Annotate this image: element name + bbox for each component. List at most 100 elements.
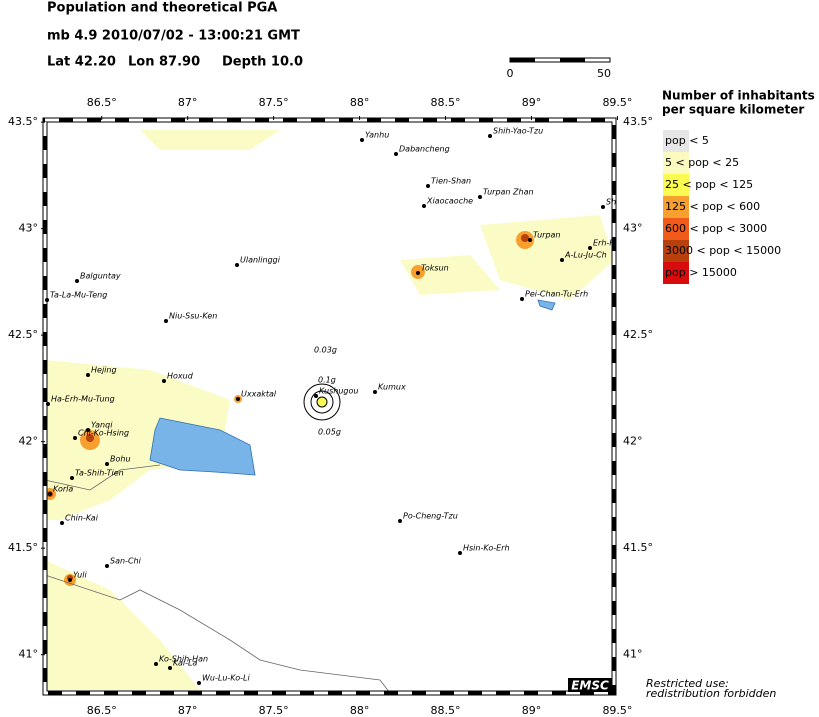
x-tick-label: 88° <box>350 704 370 717</box>
city-dot <box>588 246 592 250</box>
city-dot <box>60 521 64 525</box>
city-label: Hejing <box>91 366 117 375</box>
city-label: Uxxaktal <box>241 390 277 399</box>
city-dot <box>398 519 402 523</box>
city-dot <box>458 551 462 555</box>
legend-label: pop > 15000 <box>665 266 737 279</box>
x-tick-label: 86.5° <box>87 96 117 109</box>
y-tick-label: 41° <box>623 648 643 661</box>
city-label: Bohu <box>110 455 131 464</box>
footer: Restricted use: <box>646 677 729 690</box>
city-dot <box>154 662 158 666</box>
pga-label: 0.03g <box>314 346 337 355</box>
city-label: Ko-Shih-Han <box>159 655 208 664</box>
legend-label: 125 < pop < 600 <box>665 200 760 213</box>
legend-swatch <box>663 218 689 240</box>
city-dot <box>45 298 49 302</box>
legend-swatch <box>663 174 689 196</box>
x-tick-label: 87.5° <box>259 96 289 109</box>
city-label: Kai-La <box>173 659 197 668</box>
pga-label: 0.1g <box>318 376 336 385</box>
city-dot <box>86 428 90 432</box>
city-dot <box>68 578 72 582</box>
city-dot <box>528 238 532 242</box>
city-label: Hsin-Ko-Erh <box>463 544 510 553</box>
pga-rings <box>303 383 341 421</box>
city-dot <box>73 436 77 440</box>
legend-swatch <box>663 196 689 218</box>
city-label: Sh <box>606 198 616 207</box>
city-label: Ha-Erh-Mu-Tung <box>51 395 115 404</box>
city-label: Yanhu <box>365 131 389 140</box>
city-label: Kushugou <box>319 387 358 396</box>
city-dot <box>373 390 377 394</box>
x-tick-label: 87° <box>178 704 198 717</box>
city-dot <box>86 373 90 377</box>
y-tick-label: 43.5° <box>8 115 38 128</box>
city-dot <box>235 263 239 267</box>
city-dot <box>164 319 168 323</box>
x-tick-label: 86.5° <box>87 704 117 717</box>
city-label: Toksun <box>421 264 449 273</box>
title: Population and theoretical PGA <box>47 1 277 16</box>
city-label: Shih-Yao-Tzu <box>493 127 543 136</box>
city-label: Chi-Ko-Hsing <box>78 429 129 438</box>
logo: EMSC <box>571 679 609 693</box>
city-label: Ta-La-Mu-Teng <box>50 291 107 300</box>
city-dot <box>488 134 492 138</box>
legend-swatch <box>663 152 689 174</box>
map-area: EMSC <box>42 117 617 696</box>
x-tick-label: 87° <box>178 96 198 109</box>
city-dot <box>422 204 426 208</box>
city-label: Turpan Zhan <box>483 188 534 197</box>
scale-label: 0 <box>507 67 514 80</box>
scale-bar: 0 50 <box>507 57 611 80</box>
y-tick-label: 41.5° <box>623 541 653 554</box>
x-tick-label: 89° <box>522 96 542 109</box>
city-label: Chin-Kai <box>65 514 99 523</box>
city-dot <box>75 279 79 283</box>
city-dot <box>46 402 50 406</box>
city-dot <box>162 379 166 383</box>
city-label: Pei-Chan-Tu-Erh <box>525 290 588 299</box>
city-label: Ta-Shih-Tien <box>75 469 124 478</box>
pga-label: 0.05g <box>318 428 341 437</box>
legend-title: Number of inhabitants <box>662 89 815 103</box>
depth: Depth 10.0 <box>222 55 303 70</box>
x-tick-label: 88° <box>350 96 370 109</box>
city-label: Balguntay <box>80 272 121 281</box>
y-tick-label: 43° <box>623 222 643 235</box>
city-dot <box>48 492 52 496</box>
legend-swatch <box>663 130 689 152</box>
city-dot <box>197 681 201 685</box>
y-tick-label: 42° <box>19 435 39 448</box>
x-tick-label: 89° <box>522 704 542 717</box>
city-label: Po-Cheng-Tzu <box>403 512 458 521</box>
city-label: Dabancheng <box>399 145 450 154</box>
x-tick-label: 88.5° <box>431 96 461 109</box>
city-dot <box>105 462 109 466</box>
city-dot <box>478 195 482 199</box>
city-dot <box>560 258 564 262</box>
y-tick-label: 43.5° <box>623 115 653 128</box>
city-label: Korla <box>53 485 73 494</box>
x-tick-label: 89.5° <box>602 96 632 109</box>
city-dot <box>426 184 430 188</box>
city-dot <box>105 564 109 568</box>
city-label: Wu-Lu-Ko-Li <box>202 674 250 683</box>
city-label: Niu-Ssu-Ken <box>169 312 217 321</box>
y-tick-label: 42.5° <box>8 328 38 341</box>
city-dot <box>236 397 240 401</box>
footer: redistribution forbidden <box>646 687 776 700</box>
city-label: Kumux <box>378 383 406 392</box>
lon: Lon 87.90 <box>128 55 200 70</box>
legend-label: 3000 < pop < 15000 <box>665 244 781 257</box>
legend-title: per square kilometer <box>662 103 804 117</box>
city-label: Erh-F <box>593 239 614 248</box>
city-dot <box>416 271 420 275</box>
city-label: San-Chi <box>110 557 142 566</box>
legend-swatch <box>663 262 689 284</box>
y-tick-label: 41.5° <box>8 541 38 554</box>
legend-label: 5 < pop < 25 <box>665 156 739 169</box>
